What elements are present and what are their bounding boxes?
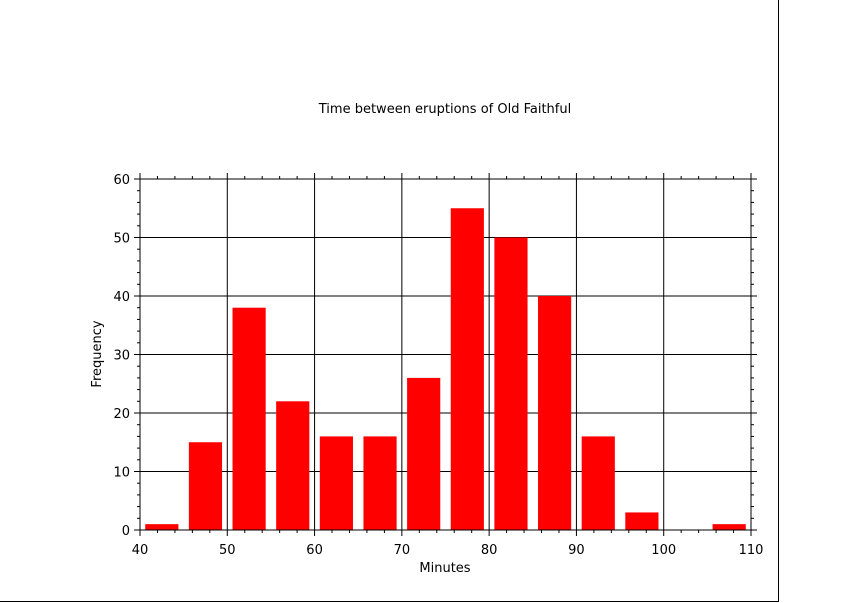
grid-lines [140,179,751,530]
x-tick-label: 40 [132,543,149,558]
histogram-bar [319,436,353,530]
histogram-bar [625,512,659,530]
x-axis-label: Minutes [419,561,470,576]
y-tick-label: 40 [113,290,130,305]
x-tick-label: 60 [306,543,323,558]
histogram-bar [188,442,223,530]
histogram-bar [581,436,615,530]
y-tick-label: 60 [113,173,130,188]
histogram-bar [276,401,310,530]
histogram-bar [145,524,179,530]
histogram-bar [450,208,484,530]
histogram-bar [538,296,572,530]
bars [145,208,746,530]
y-tick-label: 20 [113,407,130,422]
x-tick-label: 90 [568,543,585,558]
y-tick-label: 30 [113,349,130,364]
histogram-bar [712,524,746,530]
x-tick-label: 110 [739,543,764,558]
y-axis-label: Frequency [90,320,105,387]
y-tick-label: 0 [122,524,130,539]
y-tick-label: 50 [113,232,130,247]
x-tick-label: 100 [651,543,676,558]
chart-frame [0,0,779,602]
chart-title: Time between eruptions of Old Faithful [318,102,571,117]
x-tick-label: 80 [481,543,498,558]
histogram-bar [407,377,441,530]
histogram-bar [363,436,397,530]
axes: 40 50 60 70 80 90 100 110 0 10 20 30 40 50 60 [113,173,763,558]
x-tick-label: 50 [219,543,236,558]
x-tick-label: 70 [394,543,411,558]
y-tick-label: 10 [113,466,130,481]
histogram-bar [494,237,528,530]
histogram-bar [232,307,266,530]
